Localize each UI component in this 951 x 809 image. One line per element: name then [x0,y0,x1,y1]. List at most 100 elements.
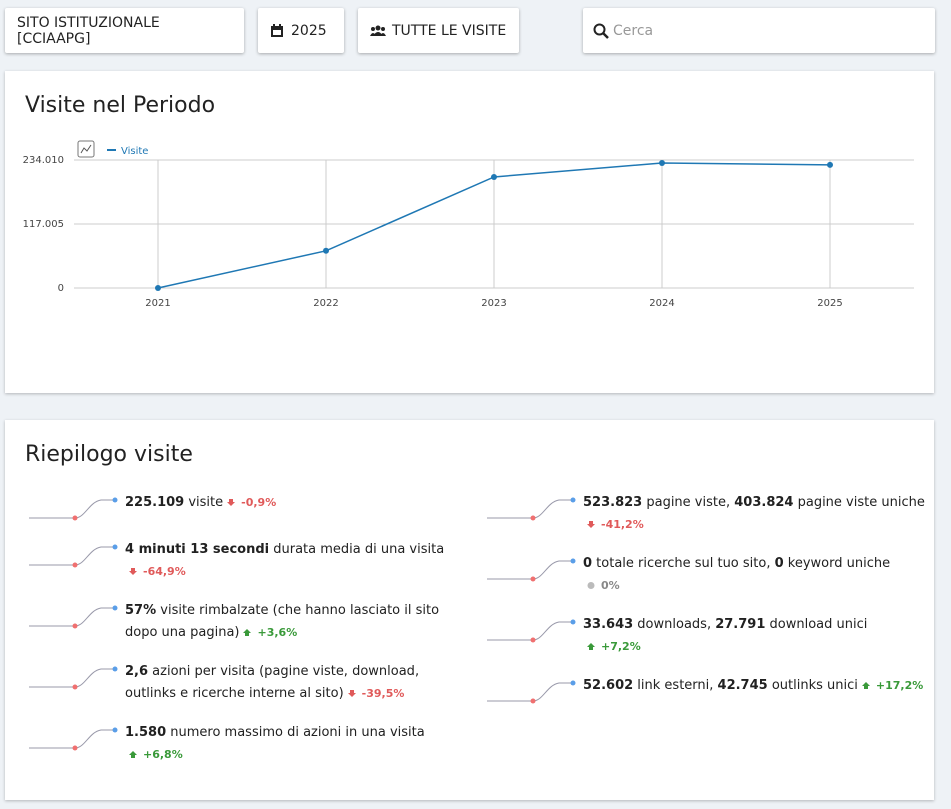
summary-item: 523.823 pagine viste, 403.824 pagine vis… [485,492,925,536]
sparkline [29,666,118,690]
sparkline-last [570,619,576,625]
legend-label: Visite [121,146,148,157]
metric-value: 52.602 [583,678,634,693]
y-tick-label: 234.010 [23,155,64,166]
summary-text: 225.109 visite [125,495,223,510]
change-value: +6,8% [143,748,183,761]
trend-icon [243,629,252,636]
chart-card: Visite nel Periodo 0 117.005 234.010 2021 20… [5,71,934,393]
sparkline [29,727,118,751]
x-tick-label: 2023 [481,298,506,309]
summary-text: 1.580 numero massimo di azioni in una vi… [125,725,425,740]
summary-text: 523.823 pagine viste, 403.824 pagine vis… [583,495,925,510]
metric-label: link esterni, [633,678,718,693]
summary-text: 2,6 azioni per visita (pagine viste, dow… [125,664,423,701]
sparkline-min [72,684,78,690]
metric-label: pagine viste, [642,495,735,510]
metric-value: 33.643 [583,617,634,632]
summary-item: 52.602 link esterni, 42.745 outlinks uni… [485,675,925,705]
data-point [491,173,497,180]
search-box[interactable]: Cerca [583,8,935,53]
y-tick-label: 117.005 [23,219,64,230]
period-selector[interactable]: 2025 [258,8,344,53]
metric-label: numero massimo di azioni in una visita [166,725,425,740]
sparkline-line [29,607,115,627]
metric-value: 27.791 [715,617,766,632]
sparkline-line [29,729,115,749]
data-point [155,285,161,291]
change-value: +17,2% [875,679,924,692]
metric-label: visite [184,495,224,510]
change-value: -39,5% [361,687,405,700]
summary-item: 4 minuti 13 secondi durata media di una … [27,539,467,583]
sparkline-last [112,666,118,672]
metric-label: download unici [765,617,868,632]
metric-label: totale ricerche sul tuo sito, [592,556,775,571]
segment: TUTTE LE VISITE [392,22,507,39]
sparkline [487,558,576,582]
chart-type-icon[interactable] [77,140,95,158]
metric-value: 225.109 [125,495,185,510]
metric-label: azioni per visita (pagine viste, downloa… [125,664,424,701]
summary-item: 57% visite rimbalzate (che hanno lasciat… [27,600,467,644]
y-tick-label: 0 [58,283,64,294]
trend-icon [587,643,595,650]
metric-value: 42.745 [717,678,768,693]
summary-item: 225.109 visite -0,9% [27,492,467,522]
summary-text: 33.643 downloads, 27.791 download unici [583,617,867,632]
change: -41,2% [587,518,644,531]
trend-icon [129,751,137,758]
sparkline [487,497,576,521]
metric-value: 57% [125,603,157,618]
sparkline-last [112,727,118,733]
change: 0% [587,579,620,592]
change: -64,9% [129,565,186,578]
change-value: -0,9% [241,496,277,509]
sparkline-min [530,698,536,704]
calendar-icon [271,23,283,37]
chart: 0 117.005 234.010 2021 2022 2023 2024 2025 Visit… [23,140,914,309]
site-selector[interactable]: SITO ISTITUZIONALE [CCIAAPG] [5,8,244,53]
trend-icon [861,682,870,689]
sparkline-min [72,623,78,629]
sparkline-line [487,682,573,702]
change: +7,2% [587,640,641,653]
summary-column: 225.109 visite -0,9% 4 minuti 13 secondi d… [27,492,467,783]
metric-label: visite rimbalzate (che hanno lasciato il… [125,603,444,640]
metric-value: 2,6 [125,664,149,679]
change: +6,8% [129,748,183,761]
sparkline-min [72,562,78,568]
search-icon [593,23,609,39]
metric-label: downloads, [633,617,716,632]
site-name: SITO ISTITUZIONALE [CCIAAPG] [17,14,160,47]
metric-value: 4 minuti 13 secondi [125,542,270,557]
x-tick-label: 2025 [817,298,842,309]
chart-title: Visite nel Periodo [25,93,216,118]
summary-text: 4 minuti 13 secondi durata media di una … [125,542,444,557]
summary-item: 33.643 downloads, 27.791 download unici +… [485,614,925,658]
summary-item: 1.580 numero massimo di azioni in una vi… [27,722,467,766]
x-tick-label: 2024 [649,298,674,309]
change: +3,6% [243,626,297,639]
sparkline-line [29,668,115,688]
sparkline-min [530,576,536,582]
summary-text: 52.602 link esterni, 42.745 outlinks uni… [583,678,858,693]
data-point [827,161,833,168]
search-placeholder: Cerca [613,22,654,39]
summary-text: 57% visite rimbalzate (che hanno lasciat… [125,603,443,640]
period: 2025 [291,22,327,39]
segment-selector[interactable]: TUTTE LE VISITE [358,8,519,53]
change-value: -41,2% [601,518,644,531]
trend-icon [587,521,595,528]
metric-value: 0 [583,556,593,571]
change-value: 0% [601,579,620,592]
metric-label: pagine viste uniche [793,495,925,510]
users-icon [370,25,386,36]
change: -39,5% [347,687,405,700]
trend-icon [347,690,356,697]
sparkline-last [570,680,576,686]
trend-icon [129,568,137,575]
sparkline [29,544,118,568]
